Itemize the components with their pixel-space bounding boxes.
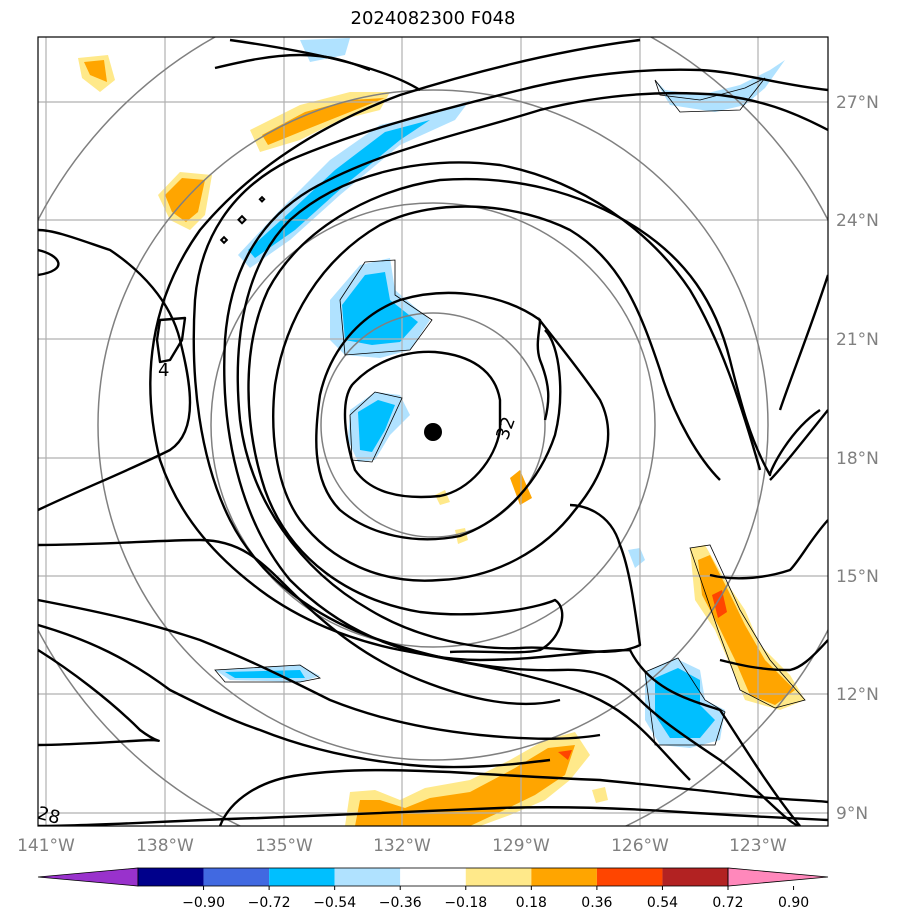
contour-5: [236, 161, 828, 653]
lon-label-129w: 129°W: [492, 836, 550, 856]
lon-label-135w: 135°W: [255, 836, 313, 856]
lat-label-18n: 18°N: [836, 449, 879, 469]
colorbar-segment: [465, 868, 532, 886]
negative-anomaly-center-west-core: [358, 400, 395, 452]
colorbar-tick-label: −0.54: [313, 895, 356, 911]
contour-15: [38, 806, 828, 826]
colorbar-tick-label: −0.18: [444, 895, 487, 911]
negative-anomaly-north: [300, 38, 350, 62]
lon-label-141w: 141°W: [17, 836, 75, 856]
colorbar-tick-label: 0.54: [647, 895, 678, 911]
map-area: 4 32 28: [35, 37, 828, 829]
positive-anomaly-south-core: [355, 745, 575, 826]
contour-8: [38, 38, 828, 781]
storm-center-marker: [424, 423, 442, 441]
positive-anomaly-small-2: [435, 490, 450, 505]
lon-label-126w: 126°W: [611, 836, 669, 856]
contour-12: [38, 623, 551, 769]
lat-label-15n: 15°N: [836, 567, 879, 587]
contour-11: [38, 598, 601, 740]
positive-anomaly-south-peak: [558, 750, 572, 760]
colorbar-tick-label: −0.90: [182, 895, 225, 911]
colorbar-segment: [662, 868, 728, 886]
negative-anomaly-northeast: [655, 60, 785, 112]
anomaly-outlines: [214, 77, 806, 746]
contour-4: [247, 177, 821, 654]
contour-2: [315, 291, 562, 541]
contour-16: [214, 53, 371, 72]
colorbar-tick-label: 0.90: [778, 895, 809, 911]
lon-label-138w: 138°W: [136, 836, 194, 856]
colorbar: −0.90 −0.72 −0.54 −0.36 −0.18 0.18 0.36 0.54 0.7…: [37, 867, 829, 911]
contour-6: [223, 91, 828, 826]
contour-7: [192, 68, 828, 826]
lon-label-123w: 123°W: [729, 836, 787, 856]
positive-anomaly-small-4: [592, 787, 608, 803]
lon-label-132w: 132°W: [373, 836, 431, 856]
range-rings: [38, 37, 828, 826]
small-contour-marks: [219, 195, 266, 245]
colorbar-tick-label: −0.72: [248, 895, 291, 911]
colorbar-tick-label: 0.72: [712, 895, 743, 911]
lat-label-24n: 24°N: [836, 211, 879, 231]
lat-label-27n: 27°N: [836, 93, 879, 113]
negative-anomaly-west-strip-core: [225, 670, 305, 678]
colorbar-segment: [596, 868, 663, 886]
colorbar-frame: [137, 867, 729, 887]
latitude-labels: 27°N 24°N 21°N 18°N 15°N 12°N 9°N: [836, 93, 879, 824]
contour-label-28: 28: [35, 803, 63, 829]
colorbar-segment: [269, 868, 335, 886]
positive-anomaly-east-peak: [712, 590, 727, 618]
lat-label-12n: 12°N: [836, 685, 879, 705]
positive-anomaly-north-band-core: [262, 98, 385, 145]
contour-14: [218, 768, 828, 826]
colorbar-segment: [531, 868, 597, 886]
colorbar-extension-low: [37, 867, 139, 887]
colorbar-tick-label: 0.18: [516, 895, 547, 911]
contour-label-32: 32: [492, 414, 520, 443]
height-contours: [38, 38, 828, 826]
colorbar-extension-high: [727, 867, 829, 887]
colorbar-segment: [400, 868, 466, 886]
positive-anomaly-northwest-core: [84, 60, 107, 82]
contour-inner: [343, 350, 502, 499]
colorbar-segment: [334, 868, 401, 886]
contour-17: [709, 519, 828, 580]
negative-anomaly-southeast-core: [655, 668, 715, 738]
contour-18: [719, 639, 828, 672]
contour-19: [155, 316, 187, 364]
lat-label-9n: 9°N: [836, 804, 868, 824]
positive-anomaly-south: [345, 732, 590, 826]
contour-label-4: 4: [158, 360, 169, 381]
lat-label-21n: 21°N: [836, 330, 879, 350]
colorbar-tick-label: −0.36: [379, 895, 422, 911]
negative-anomaly-small: [628, 548, 645, 568]
contour-3: [272, 205, 721, 582]
contour-13: [38, 648, 160, 747]
graticule: [38, 37, 828, 826]
colorbar-segment: [203, 868, 270, 886]
map-frame: [37, 36, 829, 827]
colorbar-segment: [138, 868, 204, 886]
longitude-labels: 141°W 138°W 135°W 132°W 129°W 126°W 123°…: [17, 836, 787, 856]
contour-10: [38, 538, 561, 706]
map-title: 2024082300 F048: [350, 8, 516, 29]
colorbar-tick-label: 0.36: [581, 895, 612, 911]
